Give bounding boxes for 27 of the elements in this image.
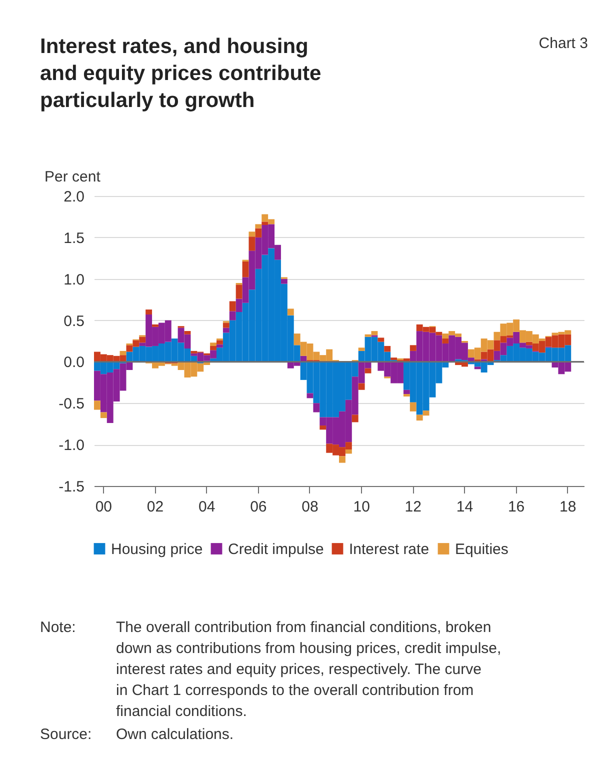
y-tick-label: -1.5: [58, 478, 84, 496]
x-tick-label: 00: [95, 498, 112, 516]
x-tick-label: 18: [560, 498, 576, 516]
legend-label: Equities: [455, 540, 508, 558]
x-tick-label: 16: [508, 498, 525, 516]
x-tick-label: 06: [250, 498, 267, 516]
x-tick-label: 08: [302, 498, 318, 516]
y-tick-label: 2.0: [64, 188, 84, 206]
caption: Chart 3: [538, 35, 588, 52]
chart-title: Interest rates, and housing and equity prices contribute particularly to growth: [40, 35, 322, 112]
legend-label: Interest rate: [349, 540, 430, 558]
y-tick-label: 1.5: [64, 230, 84, 247]
legend-label: Credit impulse: [228, 540, 324, 558]
x-tick-label: 02: [146, 498, 164, 516]
legend-label: Housing price: [111, 540, 203, 558]
x-tick-label: 04: [198, 498, 216, 516]
y-tick-label: -0.5: [58, 396, 84, 413]
x-tick-label: 12: [404, 498, 422, 516]
y-tick-label: 1.0: [64, 271, 84, 288]
x-tick-label: 14: [456, 498, 474, 516]
y-tick-label: 0.0: [64, 354, 84, 372]
text: Source: Own calculations.: [40, 726, 234, 743]
text: Note: The overall contribution from financial conditions, broken down as contributions from housing prices, credit impulse, interest rates and equity prices, respectively. The curve in Chart 1 corresponds to the overall contribution from financial conditions.: [40, 619, 502, 720]
y-axis-title: Per cent: [44, 168, 102, 186]
y-tick-label: -1.0: [58, 437, 84, 454]
x-tick-label: 10: [353, 498, 370, 516]
y-tick-label: 0.5: [64, 312, 84, 330]
